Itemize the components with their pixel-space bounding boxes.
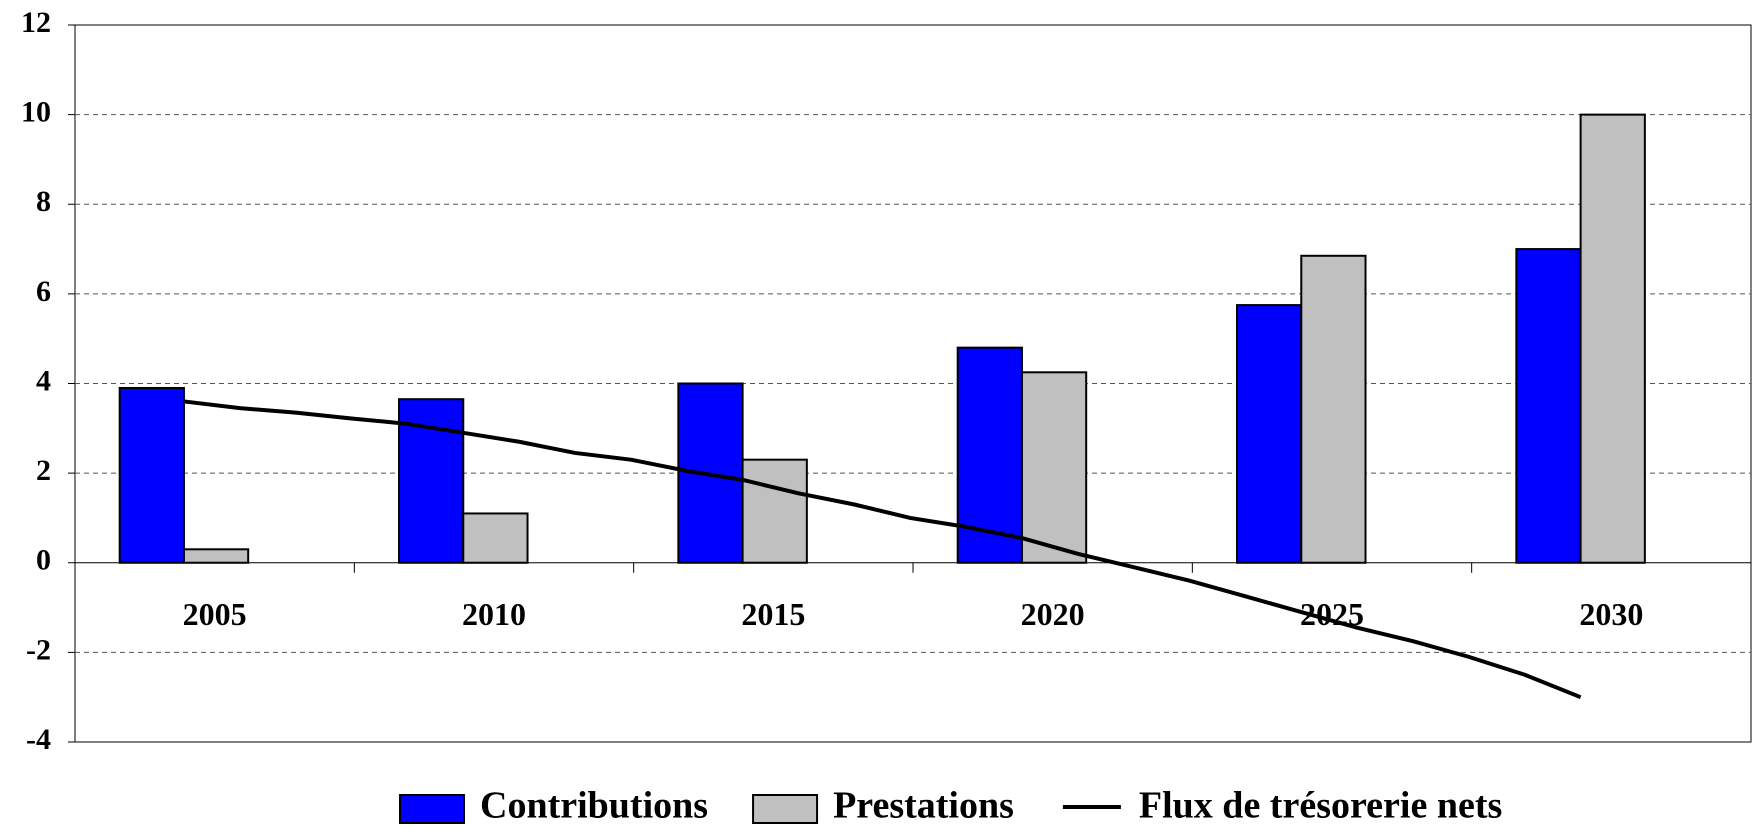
- bar: [182, 548, 250, 564]
- legend-label: Prestations: [833, 785, 1014, 827]
- bar: [118, 386, 185, 564]
- y-tick-label: -2: [26, 633, 51, 666]
- x-tick-label: 2015: [741, 596, 805, 632]
- legend-swatch: [399, 794, 465, 824]
- bar: [1020, 371, 1088, 564]
- bar: [462, 512, 529, 564]
- y-tick-label: 10: [21, 96, 51, 129]
- x-tick-label: 2010: [462, 596, 526, 632]
- x-tick-label: 2030: [1579, 596, 1643, 632]
- legend-label: Flux de trésorerie nets: [1139, 785, 1502, 827]
- x-tick-label: 2020: [1021, 596, 1085, 632]
- y-tick-label: 2: [36, 454, 51, 487]
- x-tick-label: 2005: [183, 596, 247, 632]
- y-tick-label: 6: [36, 275, 51, 308]
- bar: [1515, 248, 1582, 564]
- legend-label: Contributions: [480, 785, 708, 827]
- y-tick-label: -4: [26, 723, 51, 756]
- legend-swatch: [752, 794, 819, 824]
- bar: [1579, 113, 1646, 564]
- y-tick-label: 4: [36, 364, 51, 397]
- y-tick-label: 12: [21, 6, 51, 39]
- y-tick-label: 8: [36, 185, 51, 218]
- line-series: [183, 399, 1582, 700]
- bar: [1236, 304, 1303, 564]
- bar: [741, 458, 808, 564]
- y-tick-label: 0: [36, 544, 51, 577]
- bar: [1300, 254, 1367, 564]
